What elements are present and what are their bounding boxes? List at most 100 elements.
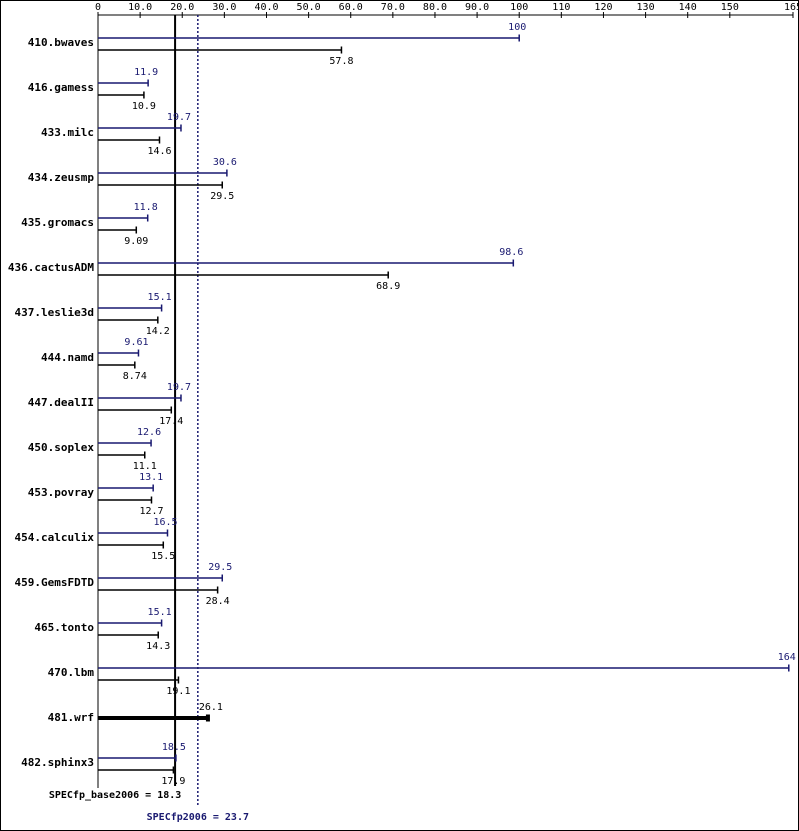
- x-tick-label: 10.0: [128, 2, 152, 13]
- value-label: 29.5: [210, 191, 234, 202]
- value-label: 68.9: [376, 281, 400, 292]
- value-label: 15.1: [148, 292, 172, 303]
- value-label: 29.5: [208, 562, 232, 573]
- value-label: 12.7: [139, 506, 163, 517]
- category-label: 444.namd: [41, 351, 94, 364]
- bar: [98, 766, 175, 774]
- value-label: 12.6: [137, 427, 161, 438]
- value-label: 11.9: [134, 67, 158, 78]
- bar: [98, 349, 140, 357]
- value-label: 15.5: [151, 551, 175, 562]
- bar: [98, 714, 210, 722]
- value-label: 9.61: [124, 337, 148, 348]
- x-tick-label: 70.0: [381, 2, 405, 13]
- category-label: 481.wrf: [48, 711, 94, 724]
- value-label: 14.6: [147, 146, 171, 157]
- category-label: 465.tonto: [34, 621, 94, 634]
- bar: [98, 619, 163, 627]
- bar: [98, 316, 159, 324]
- category-label: 459.GemsFDTD: [15, 576, 95, 589]
- category-label: 435.gromacs: [21, 216, 94, 229]
- category-label: 470.lbm: [48, 666, 95, 679]
- bar: [98, 394, 182, 402]
- value-label: 13.1: [139, 472, 163, 483]
- x-tick-label: 150: [721, 2, 739, 13]
- bar: [98, 259, 515, 267]
- bar: [98, 541, 165, 549]
- bar: [98, 214, 149, 222]
- x-tick-label: 40.0: [254, 2, 278, 13]
- x-tick-label: 0: [95, 2, 101, 13]
- bar: [98, 304, 163, 312]
- x-tick-label: 130: [637, 2, 655, 13]
- value-label: 11.1: [133, 461, 157, 472]
- category-label: 433.milc: [41, 126, 94, 139]
- bar: [98, 226, 138, 234]
- bar: [98, 406, 173, 414]
- value-label: 16.5: [153, 517, 177, 528]
- category-label: 482.sphinx3: [21, 756, 94, 769]
- value-label: 26.1: [199, 702, 223, 713]
- category-label: 447.dealII: [28, 396, 94, 409]
- x-tick-label: 30.0: [212, 2, 236, 13]
- value-label: 8.74: [123, 371, 147, 382]
- x-tick-label: 80.0: [423, 2, 447, 13]
- category-label: 436.cactusADM: [8, 261, 94, 274]
- bar: [98, 439, 152, 447]
- bar: [98, 136, 161, 144]
- value-label: 19.7: [167, 382, 191, 393]
- bar: [98, 529, 169, 537]
- value-label: 57.8: [329, 56, 353, 67]
- category-label: 450.soplex: [28, 441, 95, 454]
- x-tick-label: 165: [784, 2, 799, 13]
- reference-label: SPECfp2006 = 23.7: [147, 812, 249, 823]
- category-label: 434.zeusmp: [28, 171, 95, 184]
- value-label: 28.4: [206, 596, 230, 607]
- bar: [98, 271, 389, 279]
- bar: [98, 169, 228, 177]
- value-label: 14.2: [146, 326, 170, 337]
- x-tick-label: 20.0: [170, 2, 194, 13]
- value-label: 9.09: [124, 236, 148, 247]
- bar: [98, 586, 219, 594]
- x-tick-label: 60.0: [339, 2, 363, 13]
- x-tick-label: 90.0: [465, 2, 489, 13]
- value-label: 19.7: [167, 112, 191, 123]
- value-label: 19.1: [166, 686, 190, 697]
- bar: [98, 574, 224, 582]
- category-label: 410.bwaves: [28, 36, 94, 49]
- value-label: 17.9: [161, 776, 185, 787]
- bar: [98, 46, 343, 54]
- bar: [98, 676, 180, 684]
- value-label: 11.8: [134, 202, 158, 213]
- value-label: 98.6: [499, 247, 523, 258]
- value-label: 30.6: [213, 157, 237, 168]
- value-label: 15.1: [148, 607, 172, 618]
- bar: [98, 34, 520, 42]
- bar: [98, 496, 153, 504]
- value-label: 164: [778, 652, 796, 663]
- value-label: 14.3: [146, 641, 170, 652]
- bar: [98, 754, 177, 762]
- x-tick-label: 100: [510, 2, 528, 13]
- bar: [98, 181, 224, 189]
- category-label: 454.calculix: [15, 531, 95, 544]
- value-label: 100: [508, 22, 526, 33]
- value-label: 17.4: [159, 416, 183, 427]
- bar: [98, 631, 159, 639]
- bar: [98, 361, 136, 369]
- bar: [98, 79, 149, 87]
- category-label: 416.gamess: [28, 81, 94, 94]
- x-tick-label: 110: [552, 2, 570, 13]
- bar: [98, 451, 146, 459]
- category-label: 437.leslie3d: [15, 306, 94, 319]
- bar: [98, 91, 145, 99]
- bar: [98, 124, 182, 132]
- bar: [98, 484, 154, 492]
- reference-label: SPECfp_base2006 = 18.3: [49, 790, 181, 801]
- x-tick-label: 140: [679, 2, 697, 13]
- category-label: 453.povray: [28, 486, 95, 499]
